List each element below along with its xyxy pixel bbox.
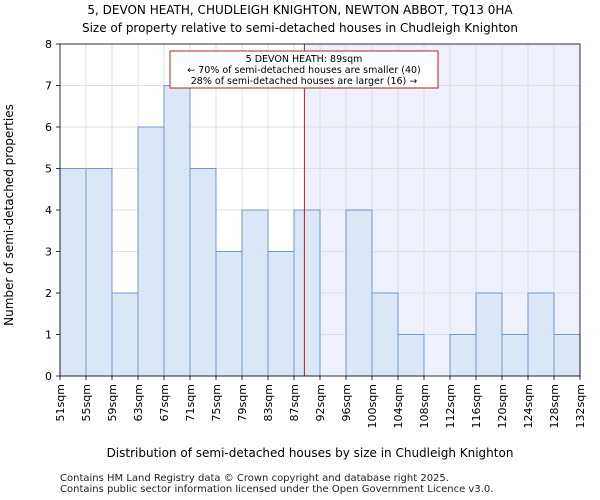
histogram-bar-51sqm [59,168,87,377]
x-tick-label: 96sqm [340,384,353,421]
x-tick-label: 112sqm [444,384,457,428]
y-tick-label: 4 [45,204,52,217]
plot-frame [59,43,581,377]
x-tick-label: 108sqm [418,384,431,428]
x-tick-label: 128sqm [548,384,561,428]
footer-line-1: Contains HM Land Registry data © Crown c… [60,473,449,484]
annotation-line-3: 28% of semi-detached houses are larger (… [191,76,418,87]
x-tick-label: 51sqm [54,384,67,421]
histogram-bar-63sqm [137,126,165,377]
histogram-bar-112sqm [449,334,477,377]
histogram-bar-96sqm [345,209,373,377]
x-tick-label: 83sqm [262,384,275,421]
x-tick-label: 92sqm [314,384,327,421]
x-tick-label: 132sqm [574,384,587,428]
x-tick-label: 67sqm [158,384,171,421]
x-tick-label: 59sqm [106,384,119,421]
histogram-bar-75sqm [215,251,243,377]
y-tick-label: 6 [45,121,52,134]
footer-line-2: Contains public sector information licen… [60,484,494,495]
x-tick-label: 87sqm [288,384,301,421]
histogram-bar-124sqm [527,292,555,377]
bars [59,85,581,377]
histogram-bar-59sqm [111,292,139,377]
histogram-bar-55sqm [85,168,113,377]
histogram-bar-87sqm [293,209,321,377]
histogram-bar-71sqm [189,168,217,377]
y-tick-label: 3 [45,246,52,259]
histogram-bar-116sqm [475,292,503,377]
annotation-box: 5 DEVON HEATH: 89sqm ← 70% of semi-detac… [169,50,439,89]
histogram-bar-83sqm [267,251,295,377]
y-tick-label: 8 [45,38,52,51]
x-tick-label: 120sqm [496,384,509,428]
annotation-frame [169,50,439,89]
x-tick-label: 100sqm [366,384,379,428]
y-axis-label: Number of semi-detached properties [2,104,16,326]
chart-title: 5, DEVON HEATH, CHUDLEIGH KNIGHTON, NEWT… [87,3,513,17]
x-tick-label: 116sqm [470,384,483,428]
annotation-line-2: ← 70% of semi-detached houses are smalle… [187,65,421,76]
y-axis-ticks: 0 1 2 3 4 5 6 7 8 [45,38,60,383]
y-tick-label: 7 [45,80,52,93]
x-tick-label: 71sqm [184,384,197,421]
histogram-bar-128sqm [553,334,581,377]
histogram-bar-104sqm [397,334,425,377]
histogram-bar-79sqm [241,209,269,377]
x-tick-label: 55sqm [80,384,93,421]
histogram-bar-120sqm [501,334,529,377]
y-tick-label: 0 [45,370,52,383]
x-tick-label: 75sqm [210,384,223,421]
y-tick-label: 2 [45,287,52,300]
y-tick-label: 1 [45,329,52,342]
y-tick-label: 5 [45,163,52,176]
x-tick-label: 124sqm [522,384,535,428]
x-axis-ticks: 51sqm 55sqm 59sqm 63sqm 67sqm 71sqm 75sqm 79sqm… [54,376,587,428]
x-axis-label: Distribution of semi-detached houses by … [107,446,514,460]
histogram-bar-100sqm [371,292,399,377]
x-tick-label: 63sqm [132,384,145,421]
x-tick-label: 79sqm [236,384,249,421]
histogram-bar-67sqm [163,85,191,377]
annotation-line-1: 5 DEVON HEATH: 89sqm [246,54,363,65]
chart-subtitle: Size of property relative to semi-detach… [82,21,518,35]
x-tick-label: 104sqm [392,384,405,428]
